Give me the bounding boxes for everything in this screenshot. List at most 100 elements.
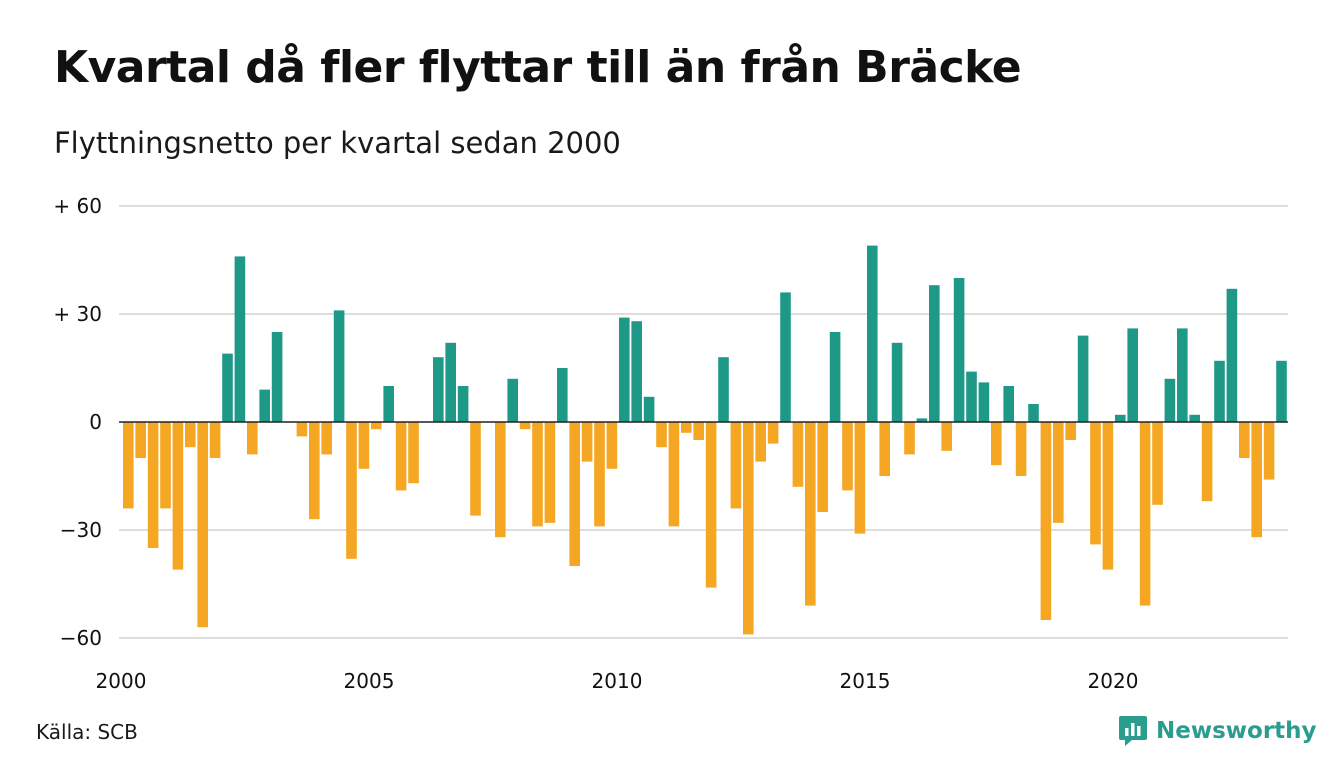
brand-logo[interactable]: Newsworthy <box>1118 714 1317 748</box>
bar-positive <box>259 389 270 422</box>
bar-negative <box>247 422 258 455</box>
bar-negative <box>693 422 704 440</box>
bar-negative <box>395 422 407 491</box>
bar-negative <box>805 422 816 606</box>
bar-negative <box>123 422 134 509</box>
bar-negative <box>346 422 357 559</box>
x-tick-label: 2005 <box>344 669 395 693</box>
bar-positive <box>333 310 345 422</box>
bar-positive <box>234 256 246 422</box>
bar-negative <box>1263 422 1275 480</box>
bar-positive <box>433 357 444 422</box>
bar-negative <box>1040 422 1052 620</box>
bar-negative <box>767 422 779 444</box>
y-tick-label: + 30 <box>53 302 102 326</box>
bar-positive <box>631 321 642 422</box>
bar-positive <box>1214 360 1225 422</box>
bar-negative <box>606 422 618 469</box>
bar-negative <box>1201 422 1213 502</box>
bar-negative <box>470 422 481 516</box>
bar-negative <box>321 422 332 455</box>
bar-positive <box>619 317 630 422</box>
bar-negative <box>1152 422 1163 505</box>
bar-positive <box>829 332 841 422</box>
bar-negative <box>879 422 890 476</box>
bar-negative <box>854 422 866 534</box>
bar-positive <box>1276 360 1287 422</box>
y-tick-label: −60 <box>60 626 102 650</box>
bar-positive <box>718 357 729 422</box>
bar-positive <box>978 382 990 422</box>
x-tick-label: 2015 <box>840 669 891 693</box>
bar-negative <box>842 422 853 491</box>
bar-negative <box>755 422 766 462</box>
bar-negative <box>309 422 320 520</box>
bar-negative <box>358 422 370 469</box>
bar-negative <box>408 422 419 484</box>
bar-positive <box>916 418 928 422</box>
bar-negative <box>941 422 952 451</box>
y-axis-labels: + 60 + 30 0 −30 −60 <box>53 194 102 650</box>
bar-positive <box>867 245 878 422</box>
bar-negative <box>1102 422 1114 570</box>
bar-positive <box>222 353 233 422</box>
bar-negative <box>817 422 828 512</box>
x-axis-labels: 2000 2005 2010 2015 2020 <box>96 669 1139 693</box>
bar-negative <box>495 422 506 538</box>
bar-negative <box>569 422 580 566</box>
bar-negative <box>1065 422 1076 440</box>
newsworthy-chart-bubble-icon <box>1119 716 1147 746</box>
bar-negative <box>904 422 915 455</box>
bar-positive <box>1127 328 1138 422</box>
bar-negative <box>1251 422 1262 538</box>
bar-negative <box>1139 422 1151 606</box>
bar-positive <box>1028 404 1039 422</box>
chart-title: Kvartal då fler flyttar till än från Brä… <box>54 42 1022 93</box>
bar-negative <box>1015 422 1027 476</box>
bar-negative <box>743 422 754 635</box>
x-tick-label: 2000 <box>96 669 147 693</box>
y-tick-label: + 60 <box>53 194 102 218</box>
y-tick-label: 0 <box>89 410 102 434</box>
bar-positive <box>445 342 456 422</box>
bar-negative <box>681 422 692 433</box>
bar-positive <box>966 371 977 422</box>
bar-positive <box>929 285 940 422</box>
bar-negative <box>656 422 667 448</box>
bar-positive <box>1003 386 1014 422</box>
x-tick-label: 2010 <box>592 669 643 693</box>
bar-negative <box>296 422 308 437</box>
brand-name: Newsworthy <box>1156 718 1317 744</box>
bar-positive <box>557 368 568 422</box>
chart-subtitle: Flyttningsnetto per kvartal sedan 2000 <box>54 126 621 160</box>
bar-negative <box>209 422 221 458</box>
bar-negative <box>668 422 680 527</box>
bar-positive <box>953 278 965 422</box>
bar-negative <box>1090 422 1101 545</box>
bar-negative <box>160 422 171 509</box>
bar-negative <box>371 422 382 430</box>
bar-positive <box>1226 288 1238 422</box>
bar-negative <box>197 422 208 628</box>
bar-negative <box>705 422 717 588</box>
bar-positive <box>507 378 518 422</box>
bar-negative <box>172 422 184 570</box>
bar-negative <box>185 422 196 448</box>
bar-positive <box>1115 414 1126 422</box>
y-tick-label: −30 <box>60 518 102 542</box>
x-tick-label: 2020 <box>1088 669 1139 693</box>
bar-positive <box>1164 378 1176 422</box>
bar-negative <box>594 422 605 527</box>
bar-negative <box>792 422 804 487</box>
bar-negative <box>544 422 556 523</box>
bar-negative <box>1053 422 1064 523</box>
source-note: Källa: SCB <box>36 720 138 744</box>
bar-positive <box>1189 414 1200 422</box>
bar-negative <box>730 422 742 509</box>
bar-positive <box>780 292 791 422</box>
bar-positive <box>271 332 283 422</box>
bar-negative <box>135 422 146 458</box>
bars <box>123 245 1287 635</box>
bar-positive <box>383 386 394 422</box>
